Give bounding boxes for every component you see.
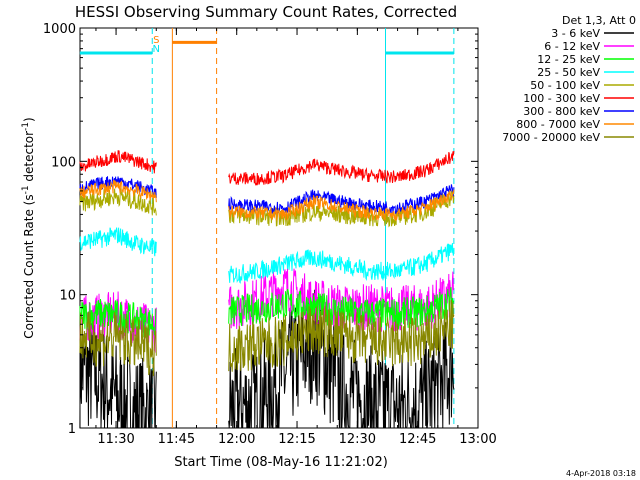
s-flag-label: S [153,35,159,46]
series-line [79,188,157,216]
y-axis-label-sup1: -1 [21,185,31,194]
series-line [79,179,157,203]
axes: 11:30 11:45 12:00 12:15 12:30 12:45 13:00 1 10 10… [43,22,497,447]
legend-label: 6 - 12 keV [544,40,600,53]
series-line [228,299,455,372]
legend-label: 3 - 6 keV [551,27,600,40]
series-line [228,287,455,330]
y-tick-label: 1000 [43,22,76,37]
legend-label: 300 - 800 keV [523,105,600,118]
y-axis-label-main: Corrected Count Rate (s [22,194,36,338]
x-tick-label: 12:15 [278,432,315,447]
series-line [228,190,455,228]
x-tick-label: 12:30 [339,432,376,447]
x-tick-label: 11:45 [158,432,195,447]
x-tick-label: 12:45 [399,432,436,447]
y-tick-label: 10 [59,289,76,304]
legend-label: 800 - 7000 keV [516,118,600,131]
series-line [228,242,455,284]
y-tick-label: 1 [68,422,76,437]
chart-title: HESSI Observing Summary Count Rates, Cor… [75,3,457,21]
y-axis-label-mid: detector [22,131,36,186]
legend-label: 100 - 300 keV [523,92,600,105]
series-line [79,311,157,377]
y-axis-label-end: ) [22,117,36,122]
x-axis-label: Start Time (08-May-16 11:21:02) [174,455,388,470]
legend-label: 7000 - 20000 keV [502,131,600,144]
y-tick-label: 100 [51,155,76,170]
series-line [228,150,455,186]
legend-label: 12 - 25 keV [537,53,600,66]
y-axis-label-sup2: -1 [21,122,31,131]
series-line [228,289,455,429]
series-line [79,150,157,174]
series-line [79,318,157,429]
footer-date: 4-Apr-2018 03:18 [566,469,636,478]
series-layer [79,150,455,429]
series-line [79,227,157,257]
observing-flags: SN [79,28,455,428]
n-flag-label: N [153,44,160,55]
legend-header: Det 1,3, Att 0 [562,14,636,27]
series-line [228,189,455,221]
x-tick-label: 13:00 [459,432,496,447]
legend-label: 50 - 100 keV [530,79,600,92]
x-tick-label: 11:30 [97,432,134,447]
legend-label: 25 - 50 keV [537,66,600,79]
y-axis-label: Corrected Count Rate (s-1 detector-1) [21,117,36,338]
x-tick-label: 12:00 [218,432,255,447]
